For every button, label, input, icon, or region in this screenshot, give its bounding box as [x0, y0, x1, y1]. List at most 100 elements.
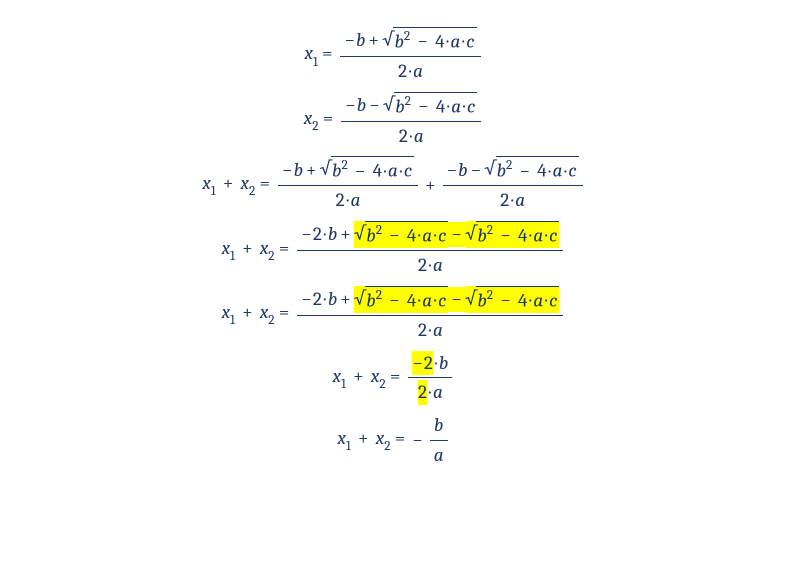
var-a: a: [433, 318, 443, 343]
var-b: b: [434, 413, 443, 438]
rhs-1: −b + √ b2 − 4·a·c 2·a: [336, 26, 484, 85]
num-4: 4: [407, 224, 416, 246]
sqrt: √ b2 − 4·a·c: [465, 221, 560, 248]
var-b: b: [497, 160, 506, 182]
equals: =: [279, 237, 290, 259]
sup-2: 2: [341, 158, 347, 173]
radicand: b2 − 4·a·c: [365, 221, 448, 248]
sub-1: 1: [211, 184, 216, 199]
num-2: 2: [336, 188, 345, 213]
equals: =: [395, 427, 406, 449]
radicand: b2 − 4·a·c: [331, 156, 414, 183]
fraction-bar: [297, 315, 563, 316]
minus: −: [386, 224, 403, 246]
var-a: a: [388, 160, 398, 182]
denominator: 2·a: [332, 187, 365, 214]
sub-1: 1: [313, 55, 318, 70]
highlight-term-pos: √ b2 − 4·a·c: [354, 286, 449, 313]
fraction-bar: [341, 121, 481, 122]
rhs-4: −2·b + √ b2 − 4·a·c − √: [293, 220, 567, 279]
equals: =: [323, 107, 334, 129]
var-b: b: [366, 289, 375, 311]
plus: +: [337, 222, 354, 247]
var-c: c: [467, 95, 475, 117]
rhs-6: −2·b 2·a: [404, 350, 456, 406]
var-b: b: [366, 224, 375, 246]
sqrt: √ b2 − 4·a·c: [484, 156, 579, 183]
rhs-5: −2·b + √ b2 − 4·a·c − √: [293, 285, 567, 344]
minus: −: [386, 289, 403, 311]
var-c: c: [404, 160, 412, 182]
fraction-bar: [430, 440, 448, 441]
num-4: 4: [537, 160, 546, 182]
var-b: b: [357, 93, 366, 118]
lhs-x1x2: x1 + x2 =: [222, 301, 294, 327]
highlight-2-den: 2: [418, 380, 427, 405]
num-2: 2: [313, 222, 322, 247]
num-2: 2: [398, 59, 407, 84]
minus: −: [447, 158, 459, 183]
radical-icon: √: [484, 159, 496, 178]
minus: −: [468, 158, 485, 183]
equals: =: [279, 301, 290, 323]
num-2: 2: [399, 124, 408, 149]
num-2: 2: [500, 188, 509, 213]
equation-row-3: x1 + x2 = −b + √ b2 − 4·a·c 2·a: [40, 155, 749, 214]
num-4: 4: [373, 160, 382, 182]
sup-2: 2: [405, 94, 411, 109]
radical-icon: √: [383, 95, 395, 114]
var-x: x: [222, 301, 230, 323]
var-a: a: [414, 124, 424, 149]
rhs-3: −b + √ b2 − 4·a·c 2·a + −b −: [274, 155, 587, 214]
var-x: x: [304, 107, 312, 129]
minus: −: [517, 160, 534, 182]
radical-icon: √: [465, 224, 477, 243]
minus: −: [282, 158, 294, 183]
var-b: b: [439, 351, 448, 376]
fraction: −2·b + √ b2 − 4·a·c − √: [293, 220, 567, 279]
sup-2: 2: [487, 223, 493, 238]
fraction: −b + √ b2 − 4·a·c 2·a: [336, 26, 484, 85]
var-a: a: [422, 289, 432, 311]
var-x: x: [337, 427, 345, 449]
sub-2: 2: [268, 249, 274, 264]
fraction-bar: [297, 250, 563, 251]
sup-2: 2: [376, 223, 382, 238]
equation-row-6: x1 + x2 = −2·b 2·a: [40, 350, 749, 406]
sub-2: 2: [249, 184, 255, 199]
numerator: −2·b: [408, 350, 452, 377]
sub-1: 1: [341, 377, 346, 392]
denominator: 2·a: [395, 123, 428, 150]
var-b: b: [477, 289, 486, 311]
var-x: x: [222, 237, 230, 259]
radicand: b2 − 4·a·c: [496, 156, 579, 183]
numerator: −b − √ b2 − 4·a·c: [443, 155, 583, 184]
plus: +: [365, 28, 382, 53]
sqrt: √ b2 − 4·a·c: [465, 286, 560, 313]
radical-icon: √: [354, 224, 366, 243]
equation-row-5: x1 + x2 = −2·b + √ b2 − 4·a·c: [40, 285, 749, 344]
lhs-x1x2: x1 + x2 =: [337, 427, 409, 453]
numerator: −b + √ b2 − 4·a·c: [340, 26, 480, 55]
plus-between: +: [422, 174, 439, 196]
numerator: −2·b + √ b2 − 4·a·c − √: [297, 220, 563, 249]
sqrt: √ b2 − 4·a·c: [382, 27, 477, 54]
sub-1: 1: [230, 249, 235, 264]
sub-2: 2: [268, 313, 274, 328]
equation-row-7: x1 + x2 = − b a: [40, 412, 749, 468]
var-b: b: [458, 158, 467, 183]
highlight-term-neg: √ b2 − 4·a·c: [465, 221, 560, 248]
minus: −: [366, 93, 383, 118]
fraction: −2·b + √ b2 − 4·a·c − √: [293, 285, 567, 344]
sup-2: 2: [404, 29, 410, 44]
num-2: 2: [418, 381, 427, 403]
num-4: 4: [436, 95, 445, 117]
num-2: 2: [313, 287, 322, 312]
minus: −: [497, 224, 514, 246]
radical-icon: √: [382, 30, 394, 49]
radicand: b2 − 4·a·c: [476, 286, 559, 313]
var-a: a: [533, 289, 543, 311]
numerator: −b − √ b2 − 4·a·c: [341, 91, 481, 120]
var-b: b: [395, 95, 404, 117]
fraction: −b − √ b2 − 4·a·c 2·a: [337, 91, 485, 150]
